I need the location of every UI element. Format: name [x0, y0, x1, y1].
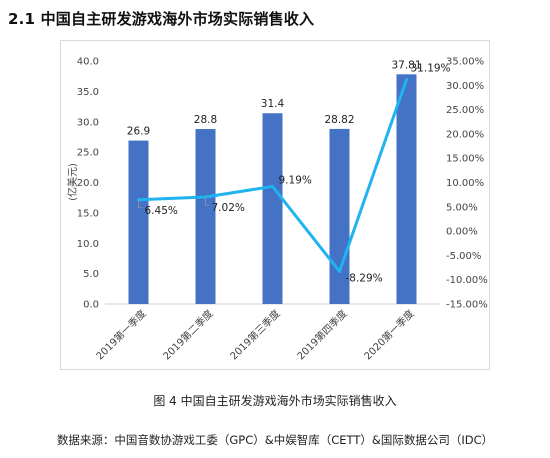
section-heading: 2.1 中国自主研发游戏海外市场实际销售收入: [8, 10, 315, 28]
bar: [128, 140, 149, 304]
figure-caption: 图 4 中国自主研发游戏海外市场实际销售收入: [153, 394, 397, 408]
y2-tick-label: -15.00%: [446, 300, 488, 311]
y-tick-label: 5.0: [83, 269, 99, 280]
bar-value-label: 31.4: [261, 98, 285, 110]
growth-point: [338, 269, 341, 273]
bar-value-label: 37.81: [391, 59, 421, 71]
y2-tick-label: 5.00%: [446, 202, 478, 213]
line-value-label: 6.45%: [145, 205, 178, 217]
line-value-label: 7.02%: [212, 202, 245, 214]
bar: [262, 113, 283, 305]
data-source-note: 数据来源：中国音数协游戏工委（GPC）&中娱智库（CETT）&国际数据公司（ID…: [56, 433, 494, 447]
y2-tick-label: 25.00%: [446, 105, 484, 116]
y-tick-label: 25.0: [77, 148, 99, 159]
bar-value-label: 28.8: [194, 114, 217, 126]
y-tick-label: 20.0: [77, 178, 99, 189]
y-tick-label: 0.0: [83, 300, 99, 311]
line-value-label: 9.19%: [279, 174, 312, 186]
y-tick-label: 30.0: [77, 117, 99, 128]
bar-value-label: 26.9: [127, 126, 150, 138]
y2-tick-label: 10.00%: [446, 178, 484, 189]
y-tick-label: 10.0: [77, 239, 99, 250]
bar: [195, 129, 216, 304]
x-tick-label: 2019第三季度: [227, 307, 282, 362]
y-tick-label: 35.0: [77, 87, 99, 98]
growth-point: [271, 184, 274, 188]
bar: [396, 74, 417, 304]
y2-tick-label: 30.00%: [446, 81, 484, 92]
y-axis-label: (亿美元): [66, 163, 79, 201]
y-tick-label: 15.0: [77, 208, 99, 219]
y2-tick-label: -10.00%: [446, 275, 488, 286]
label-leader: [205, 196, 210, 206]
label-leader: [138, 199, 143, 209]
line-value-label: 31.19%: [411, 63, 451, 75]
line-value-label: -8.29%: [346, 272, 383, 284]
y2-tick-label: 20.00%: [446, 129, 484, 140]
y2-tick-label: -5.00%: [446, 251, 481, 262]
y2-tick-label: 0.00%: [446, 227, 478, 238]
bar-value-label: 28.82: [324, 114, 354, 126]
x-tick-label: 2019第四季度: [294, 307, 349, 362]
x-tick-label: 2020第一季度: [361, 307, 416, 362]
y-tick-label: 40.0: [77, 57, 99, 68]
x-tick-label: 2019第一季度: [93, 307, 148, 362]
growth-point: [405, 78, 408, 82]
y2-tick-label: 35.00%: [446, 57, 484, 68]
x-tick-label: 2019第二季度: [160, 307, 215, 362]
y2-tick-label: 15.00%: [446, 154, 484, 165]
